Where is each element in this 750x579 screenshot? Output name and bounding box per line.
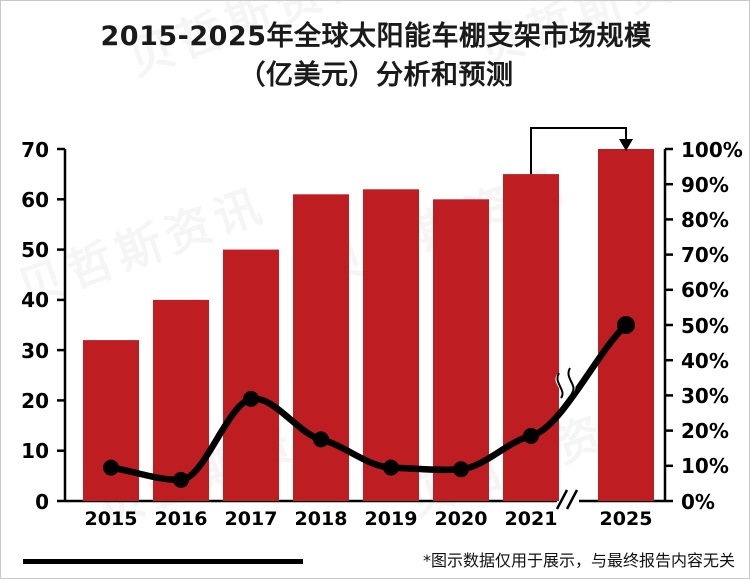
y-axis-tick-label: 30: [21, 338, 49, 363]
bar-2018[interactable]: [293, 194, 349, 502]
footer-disclaimer: *图示数据仅用于展示，与最终报告内容无关: [422, 551, 735, 570]
y2-axis-tick-label: 40%: [681, 348, 729, 373]
x-axis-tick-label-2025: 2025: [599, 508, 653, 530]
y2-axis-tick-label: 0%: [681, 489, 715, 514]
line-break-strokes: [556, 367, 575, 399]
marker-2020[interactable]: [453, 461, 469, 478]
x-axis-tick-label-2021: 2021: [504, 508, 558, 530]
bar-2020[interactable]: [433, 199, 489, 502]
growth-rate-markers: [103, 316, 635, 488]
y2-axis-tick-label: 90%: [681, 172, 729, 197]
y2-axis-tick-label: 20%: [681, 419, 729, 444]
marker-2018[interactable]: [313, 431, 329, 448]
y-axis-tick-label: 60: [21, 187, 49, 212]
marker-2021[interactable]: [523, 427, 539, 444]
bar-2017[interactable]: [223, 249, 279, 501]
y2-axis-tick-label: 30%: [681, 383, 729, 408]
x-axis-tick-label-2017: 2017: [224, 508, 278, 530]
y2-axis-tick-label: 50%: [681, 313, 729, 338]
x-axis-tick-label-2020: 2020: [434, 508, 488, 530]
y2-axis-tick-label: 100%: [681, 137, 743, 162]
y-axis-tick-label: 20: [21, 388, 49, 413]
y2-axis-tick-label: 80%: [681, 207, 729, 232]
title-line-2: （亿美元）分析和预测: [238, 60, 514, 92]
forecast-arrow-annotation: [530, 127, 633, 175]
marker-2019[interactable]: [383, 459, 399, 476]
y-axis-tick-label: 50: [21, 238, 49, 263]
y2-axis-tick-label: 10%: [681, 454, 729, 479]
x-axis-break-icon: [555, 489, 579, 510]
bar-2015[interactable]: [83, 340, 139, 501]
x-axis-tick-label-2018: 2018: [294, 508, 348, 530]
page-title: 2015-2025年全球太阳能车棚支架市场规模 （亿美元）分析和预测: [1, 17, 749, 95]
bar-series: [83, 149, 654, 502]
marker-2025[interactable]: [617, 316, 635, 334]
bar-2021[interactable]: [503, 174, 559, 501]
x-axis-tick-label-2016: 2016: [154, 508, 208, 530]
arrowhead-icon: [619, 139, 633, 151]
y-axis-tick-label: 10: [21, 439, 49, 464]
footer-rule: [23, 559, 303, 564]
y2-axis-tick-label: 70%: [681, 243, 729, 268]
left-axis-ticks: [57, 147, 65, 503]
right-axis-ticks: [665, 147, 673, 503]
marker-2015[interactable]: [103, 459, 119, 476]
bar-2019[interactable]: [363, 189, 419, 502]
x-axis-tick-label-2019: 2019: [364, 508, 418, 530]
y-axis-tick-label: 0: [35, 489, 49, 514]
y-axis-tick-label: 70: [21, 137, 49, 162]
y2-axis-tick-label: 60%: [681, 278, 729, 303]
y-axis-tick-label: 40: [21, 288, 49, 313]
marker-2016[interactable]: [173, 471, 189, 488]
x-axis-tick-label-2015: 2015: [84, 508, 138, 530]
bar-2016[interactable]: [153, 299, 209, 501]
title-line-1: 2015-2025年全球太阳能车棚支架市场规模: [100, 21, 652, 52]
marker-2017[interactable]: [243, 390, 259, 407]
